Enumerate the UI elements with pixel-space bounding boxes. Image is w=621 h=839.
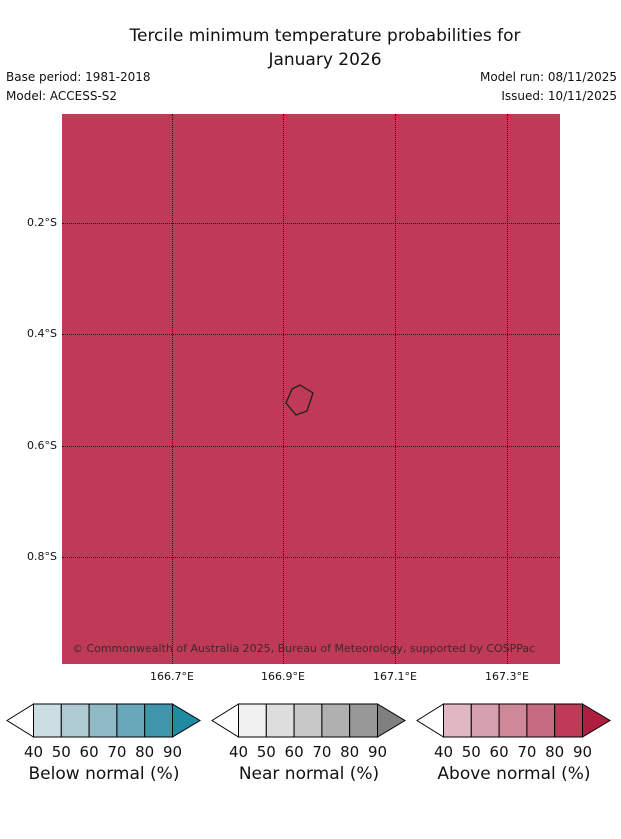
copyright-text: © Commonwealth of Australia 2025, Bureau… [72, 642, 536, 655]
legend-tick-label: 50 [51, 743, 71, 761]
legend-segment [33, 703, 62, 738]
legend-tick-label: 80 [545, 743, 565, 761]
meta-left: Base period: 1981-2018 Model: ACCESS-S2 [6, 68, 151, 106]
legend-segment [238, 703, 267, 738]
x-tick-label: 166.7°E [150, 670, 194, 683]
legend-tick-label: 80 [340, 743, 360, 761]
base-period-label: Base period: 1981-2018 [6, 70, 151, 84]
legend-tick-label: 50 [461, 743, 481, 761]
gridline-vertical [395, 114, 396, 664]
figure-title: Tercile minimum temperature probabilitie… [30, 24, 620, 72]
model-label: Model: ACCESS-S2 [6, 89, 118, 103]
issued-label: Issued: 10/11/2025 [501, 89, 617, 103]
legend-segment [88, 703, 118, 738]
legend-tick-label: 40 [433, 743, 454, 761]
legend-label: Above normal (%) [437, 764, 591, 784]
legend-segment [443, 703, 472, 738]
legend-segment [293, 703, 323, 738]
gridline-horizontal [62, 557, 560, 558]
gridline-vertical [507, 114, 508, 664]
gridline-horizontal [62, 446, 560, 447]
legend-segment [60, 703, 90, 738]
legend-segment [144, 703, 173, 738]
legend-label: Near normal (%) [238, 764, 380, 784]
legend-label: Below normal (%) [28, 764, 180, 784]
legend-segment [498, 703, 528, 738]
gridline-horizontal [62, 334, 560, 335]
legend-tick-label: 50 [256, 743, 276, 761]
y-tick-label: 0.2°S [27, 216, 57, 229]
legend-tick-label: 70 [107, 743, 127, 761]
legend-near-normal: 40 50 60 70 80 90 Near normal (%) [211, 703, 407, 788]
title-line-2: January 2026 [268, 50, 382, 70]
legend-tick-label: 80 [135, 743, 155, 761]
legend-right-arrow [582, 703, 611, 738]
legend-tick-row: 40 50 60 70 80 90 [211, 743, 407, 761]
gridline-horizontal [62, 223, 560, 224]
legend-segment [554, 703, 583, 738]
x-tick-label: 167.3°E [485, 670, 529, 683]
legend-colorbar [416, 703, 611, 738]
legend-segment [526, 703, 556, 738]
legend-right-arrow [172, 703, 201, 738]
legend-left-arrow [6, 703, 34, 738]
x-tick-label: 167.1°E [373, 670, 417, 683]
legend-left-arrow [211, 703, 239, 738]
legend-tick-label: 60 [284, 743, 304, 761]
legend-tick-label: 70 [312, 743, 332, 761]
y-tick-label: 0.8°S [27, 550, 57, 563]
y-tick-label: 0.4°S [27, 327, 57, 340]
legend-tick-label: 90 [162, 743, 183, 761]
legend-left-arrow [416, 703, 444, 738]
legend-tick-label: 60 [489, 743, 509, 761]
island-outline [285, 384, 314, 416]
legend-segment [321, 703, 351, 738]
legend-tick-label: 60 [79, 743, 99, 761]
x-tick-label: 166.9°E [261, 670, 305, 683]
legend-tick-label: 40 [23, 743, 44, 761]
meta-right: Model run: 08/11/2025 Issued: 10/11/2025 [480, 68, 617, 106]
legend-tick-label: 40 [228, 743, 249, 761]
legend-tick-label: 90 [572, 743, 593, 761]
legend-colorbar [211, 703, 406, 738]
legend-colorbar [6, 703, 201, 738]
legend-below-normal: 40 50 60 70 80 90 Below normal (%) [6, 703, 202, 788]
model-run-label: Model run: 08/11/2025 [479, 70, 617, 84]
legend-tick-row: 40 50 60 70 80 90 [416, 743, 612, 761]
legend-segment [349, 703, 378, 738]
island-overlay [285, 384, 314, 416]
gridline-vertical [283, 114, 284, 664]
title-line-1: Tercile minimum temperature probabilitie… [129, 26, 521, 46]
y-tick-label: 0.6°S [27, 439, 57, 452]
legend-tick-label: 90 [367, 743, 388, 761]
gridline-vertical [172, 114, 173, 664]
legend-segment [116, 703, 146, 738]
map-panel: © Commonwealth of Australia 2025, Bureau… [62, 114, 560, 664]
legend-right-arrow [377, 703, 406, 738]
legend-above-normal: 40 50 60 70 80 90 Above normal (%) [416, 703, 612, 788]
legend-segment [265, 703, 295, 738]
legend-tick-row: 40 50 60 70 80 90 [6, 743, 202, 761]
legend-segment [470, 703, 500, 738]
legend-tick-label: 70 [517, 743, 537, 761]
